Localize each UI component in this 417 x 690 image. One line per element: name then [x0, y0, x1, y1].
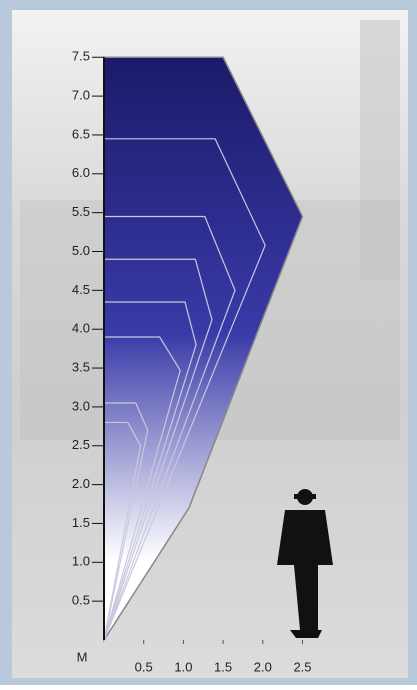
- x-tick-label: 0.5: [135, 659, 153, 674]
- y-tick-label: 1.5: [72, 515, 90, 530]
- background-ruin: [360, 20, 400, 280]
- x-tick-label: 2.5: [293, 659, 311, 674]
- y-tick-label: 7.5: [72, 49, 90, 64]
- x-tick-label: 1.0: [174, 659, 192, 674]
- y-tick-label: 6.0: [72, 165, 90, 180]
- y-tick-label: 4.0: [72, 321, 90, 336]
- x-tick-label: 1.5: [214, 659, 232, 674]
- y-tick-label: 6.5: [72, 126, 90, 141]
- y-tick-label: 2.0: [72, 476, 90, 491]
- y-tick-label: 2.5: [72, 437, 90, 452]
- plot: 0.5 1.0 1.5 2.0 2.5 3.0 3.5 4.0 4.5 5.0 5.5 6.0 6.5 7…: [72, 49, 312, 675]
- person-silhouette: [277, 489, 333, 638]
- y-tick-label: 5.5: [72, 204, 90, 219]
- x-tick-label: 2.0: [254, 659, 272, 674]
- y-tick-label: 3.5: [72, 359, 90, 374]
- y-tick-label: 7.0: [72, 88, 90, 103]
- y-tick-label: 5.0: [72, 243, 90, 258]
- y-tick-label: 3.0: [72, 398, 90, 413]
- y-tick-label: 4.5: [72, 282, 90, 297]
- y-tick-label: 0.5: [72, 593, 90, 608]
- x-unit-label: M: [77, 649, 88, 664]
- y-tick-label: 1.0: [72, 554, 90, 569]
